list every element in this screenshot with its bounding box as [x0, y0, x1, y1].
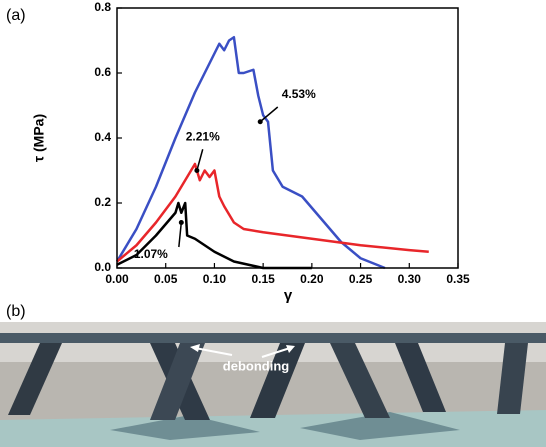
- strut: [330, 343, 390, 418]
- arrowhead: [286, 345, 295, 353]
- data-line: [115, 36, 386, 270]
- panel-label: (a): [6, 7, 26, 24]
- y-tick-label: 0.6: [94, 65, 111, 79]
- plot-frame: [116, 7, 459, 269]
- annotation-arrow: [259, 106, 279, 123]
- panel-label: (b): [6, 303, 26, 320]
- x-tick-label: 0.20: [300, 272, 324, 286]
- face-sheet-detail: [300, 412, 460, 440]
- strut: [497, 343, 528, 414]
- photo: debonding: [0, 322, 546, 447]
- y-tick-label: 0.8: [94, 0, 111, 14]
- x-axis-label: γ: [284, 287, 293, 304]
- strut: [395, 343, 446, 412]
- legend-label: 2.21%: [186, 129, 220, 143]
- arrowhead: [190, 344, 200, 352]
- strut: [8, 343, 62, 415]
- x-tick-label: 0.05: [154, 272, 178, 286]
- arrowhead: [194, 168, 200, 173]
- data-line: [116, 201, 312, 270]
- x-tick-label: 0.25: [349, 272, 373, 286]
- y-axis-label: τ (MPa): [31, 114, 47, 162]
- photo-annotation: debonding: [223, 358, 289, 373]
- face-sheet-detail: [110, 415, 260, 440]
- annotation-arrow: [178, 222, 183, 248]
- x-tick-label: 0.15: [251, 272, 275, 286]
- x-tick-label: 0.00: [105, 272, 129, 286]
- y-tick-label: 0.0: [94, 260, 111, 274]
- x-tick-label: 0.35: [446, 272, 470, 286]
- legend-label: 4.53%: [282, 87, 316, 101]
- strut: [250, 343, 305, 418]
- strut: [150, 343, 205, 420]
- legend-label: 1.07%: [134, 247, 168, 261]
- x-tick-label: 0.30: [398, 272, 422, 286]
- annotation-arrow: [194, 347, 233, 356]
- arrowhead: [257, 119, 263, 125]
- arrowhead: [178, 220, 184, 225]
- y-tick-label: 0.4: [94, 130, 111, 144]
- x-tick-label: 0.10: [203, 272, 227, 286]
- annotation-arrow: [196, 149, 204, 171]
- annotation-arrow: [261, 347, 291, 358]
- data-line: [116, 162, 429, 263]
- top-face-sheet: [0, 333, 546, 343]
- y-tick-label: 0.2: [94, 195, 111, 209]
